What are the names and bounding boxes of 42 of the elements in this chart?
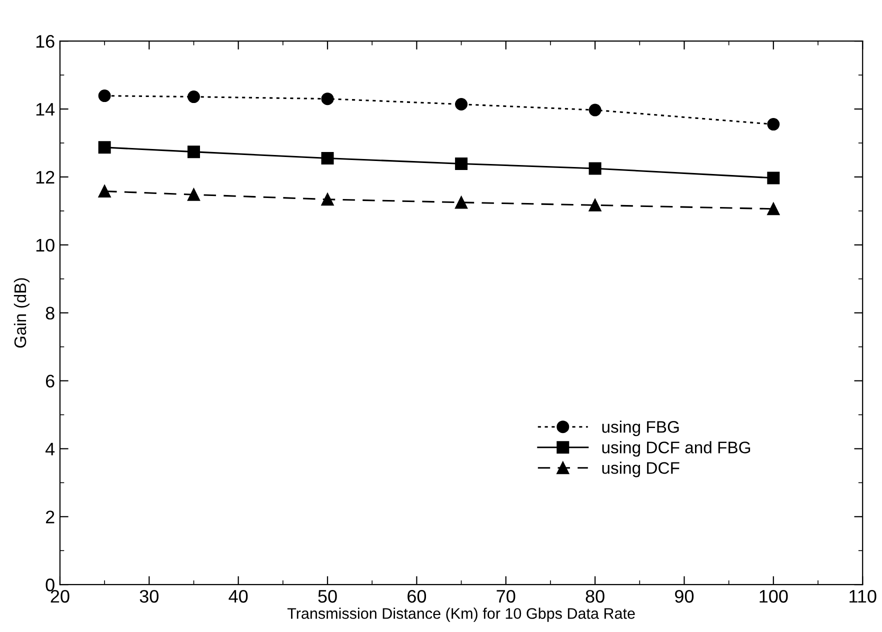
x-tick-label: 20 — [50, 590, 70, 603]
x-tick-label: 30 — [140, 590, 158, 603]
x-tick-label: 100 — [760, 590, 788, 603]
point — [321, 152, 334, 165]
y-tick-label: 0 — [46, 578, 54, 592]
legend-label: using DCF — [602, 462, 680, 478]
point — [588, 104, 602, 116]
point — [455, 157, 468, 170]
y-tick-label: 6 — [46, 374, 54, 388]
y-tick-label: 12 — [36, 170, 54, 184]
point — [187, 90, 200, 104]
point — [187, 188, 200, 201]
point — [98, 141, 111, 154]
point — [767, 202, 780, 216]
point — [321, 92, 334, 106]
point — [455, 196, 468, 209]
x-tick-label: 70 — [496, 590, 516, 603]
x-tick-label: 80 — [586, 590, 604, 603]
y-axis-title: Gain (dB) — [14, 278, 30, 348]
x-tick-label: 50 — [318, 590, 337, 603]
x-tick-label: 90 — [675, 590, 694, 603]
point — [588, 198, 602, 212]
y-tick-label: 14 — [36, 103, 55, 116]
legend-label: using DCF and FBG — [602, 441, 750, 457]
x-tick-label: 40 — [228, 590, 248, 603]
point — [187, 146, 200, 158]
point — [321, 193, 334, 206]
y-tick-label: 8 — [46, 306, 54, 320]
x-axis-title: Transmission Distance (Km) for 10 Gbps Data Rate — [287, 608, 635, 622]
point — [588, 162, 602, 175]
y-tick-label: 16 — [36, 35, 54, 48]
x-tick-label: 60 — [408, 590, 426, 603]
point — [98, 184, 111, 198]
point — [98, 90, 111, 102]
y-tick-label: 2 — [46, 510, 54, 524]
point — [767, 118, 780, 131]
y-tick-label: 10 — [36, 238, 54, 252]
legend-label: using FBG — [602, 420, 679, 436]
x-tick-label: 110 — [850, 590, 876, 603]
point — [455, 98, 468, 111]
y-tick-label: 4 — [45, 442, 55, 456]
point — [767, 172, 780, 184]
